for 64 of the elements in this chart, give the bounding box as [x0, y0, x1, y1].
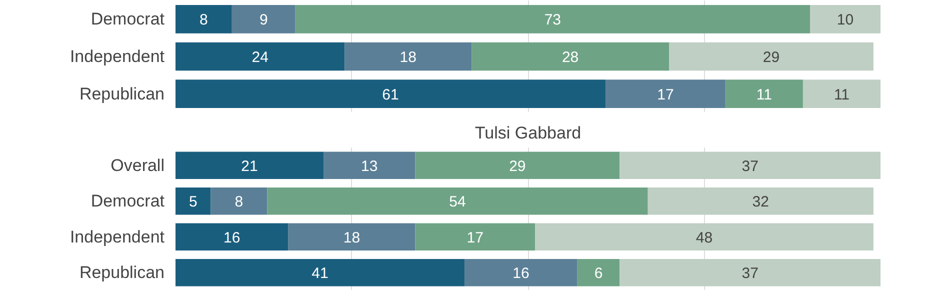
- y-tick-label: Democrat: [90, 10, 165, 29]
- bar: [232, 4, 296, 34]
- bar: [725, 80, 803, 108]
- bar: [620, 259, 880, 286]
- y-tick-label: Independent: [70, 227, 165, 246]
- bar: [535, 223, 874, 250]
- data-label: 29: [762, 49, 780, 66]
- data-label: 5: [188, 194, 198, 211]
- bar: [464, 259, 578, 286]
- data-label: 17: [466, 229, 484, 246]
- data-label: 32: [752, 194, 769, 211]
- bar: [606, 80, 726, 108]
- bar: [415, 152, 620, 179]
- bar: [802, 80, 880, 108]
- bar: [620, 152, 880, 179]
- data-label: 37: [742, 265, 758, 282]
- data-label: 41: [312, 265, 328, 282]
- bar: [415, 223, 536, 250]
- bar: [267, 188, 648, 215]
- data-label: 8: [200, 12, 208, 29]
- data-label: 16: [512, 265, 530, 282]
- data-label: 28: [562, 49, 579, 66]
- bar: [295, 4, 810, 34]
- data-label: 17: [657, 86, 674, 104]
- bar: [810, 4, 880, 34]
- data-label: 29: [509, 158, 526, 175]
- y-tick-label: Overall: [110, 156, 165, 175]
- data-label: 61: [382, 86, 399, 104]
- y-tick-label: Republican: [79, 263, 165, 282]
- y-tick-label: Democrat: [90, 192, 165, 211]
- bar: [176, 152, 324, 179]
- bar: [176, 4, 232, 34]
- bar: [577, 259, 620, 286]
- data-label: 24: [252, 49, 268, 66]
- y-tick-label: Republican: [79, 84, 165, 104]
- data-label: 10: [836, 12, 854, 29]
- bar: [669, 42, 874, 71]
- data-label: 6: [594, 265, 603, 282]
- data-label: 13: [361, 158, 378, 175]
- data-label: 9: [259, 12, 268, 29]
- data-label: 54: [449, 194, 466, 211]
- bar: [648, 188, 874, 215]
- data-label: 11: [834, 86, 850, 104]
- bar: [176, 42, 345, 71]
- data-label: 8: [234, 194, 244, 211]
- data-label: 73: [544, 12, 562, 29]
- data-label: 21: [241, 158, 258, 175]
- bar: [344, 42, 472, 71]
- data-label: 11: [756, 86, 772, 104]
- bar: [176, 259, 465, 286]
- bar: [288, 223, 416, 250]
- bar: [324, 152, 416, 179]
- bar: [176, 80, 606, 108]
- bar: [210, 188, 268, 215]
- data-label: 16: [224, 229, 240, 246]
- bar: [472, 42, 669, 71]
- data-label: 18: [400, 49, 416, 66]
- data-label: 37: [742, 158, 758, 175]
- bar: [176, 188, 211, 215]
- bar: [176, 223, 288, 250]
- y-tick-label: Independent: [70, 47, 165, 66]
- data-label: 18: [343, 229, 360, 246]
- data-label: 48: [696, 229, 713, 246]
- chart-title: Tulsi Gabbard: [474, 124, 582, 142]
